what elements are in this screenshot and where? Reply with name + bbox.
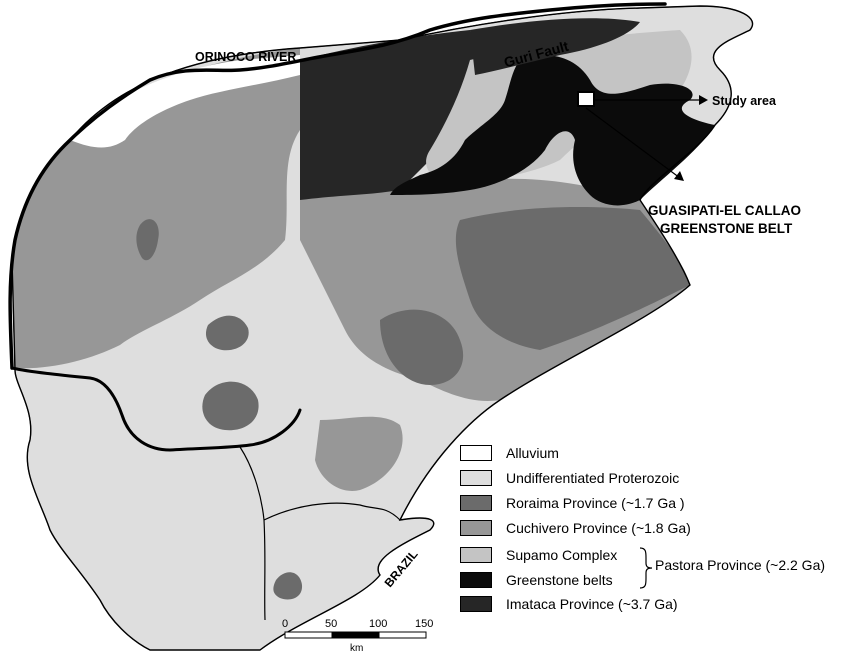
scale-bar-segment	[284, 631, 333, 639]
scale-bar-segment	[331, 631, 380, 639]
scale-unit-label: km	[350, 643, 363, 653]
scale-bar-segment	[378, 631, 427, 639]
legend-item-roraima: Roraima Province (~1.7 Ga )	[460, 493, 685, 513]
cuchivero-south-region	[315, 416, 403, 491]
legend-item-imataca: Imataca Province (~3.7 Ga)	[460, 594, 678, 614]
legend-swatch	[460, 547, 492, 563]
pastora-group-label: Pastora Province (~2.2 Ga)	[655, 557, 826, 573]
roraima-far-south-region	[273, 572, 303, 600]
legend-label: Alluvium	[506, 445, 559, 461]
legend-label: Supamo Complex	[506, 547, 618, 563]
legend-item-greenstone: Greenstone belts	[460, 570, 613, 590]
belt-label-line2: GREENSTONE BELT	[660, 221, 793, 236]
legend-label: Greenstone belts	[506, 572, 613, 588]
belt-label-line1: GUASIPATI-EL CALLAO	[648, 203, 801, 218]
legend-swatch	[460, 445, 492, 461]
scale-tick-label: 50	[325, 618, 337, 630]
river-label: ORINOCO RIVER	[195, 50, 296, 64]
legend-swatch	[460, 572, 492, 588]
legend-item-supamo: Supamo Complex	[460, 545, 617, 565]
study-area-label: Study area	[712, 94, 777, 108]
scale-tick-label: 150	[415, 618, 433, 630]
roraima-mid-region	[205, 315, 249, 351]
belt-arrowhead	[674, 171, 684, 181]
legend-swatch	[460, 470, 492, 486]
legend-label: Undifferentiated Proterozoic	[506, 470, 680, 486]
border-segment	[263, 502, 401, 521]
orinoco-river-line	[8, 2, 667, 370]
legend-item-alluvium: Alluvium	[460, 443, 559, 463]
legend-label: Roraima Province (~1.7 Ga )	[506, 495, 685, 511]
legend-swatch	[460, 520, 492, 536]
roraima-south-region	[202, 381, 259, 431]
study-area-arrowhead	[699, 95, 708, 105]
legend-item-proterozoic: Undifferentiated Proterozoic	[460, 468, 679, 488]
study-area-box	[577, 91, 595, 107]
guri-fault-band	[470, 18, 640, 75]
scale-tick-label: 100	[369, 618, 387, 630]
legend-label: Cuchivero Province (~1.8 Ga)	[506, 520, 691, 536]
pastora-brace	[639, 547, 653, 589]
legend-label: Imataca Province (~3.7 Ga)	[506, 596, 678, 612]
legend-item-cuchivero: Cuchivero Province (~1.8 Ga)	[460, 518, 691, 538]
roraima-center-region	[380, 309, 464, 385]
scale-tick-label: 0	[282, 618, 288, 630]
legend-swatch	[460, 495, 492, 511]
belt-arrow	[585, 107, 681, 179]
roraima-west-region	[136, 219, 159, 261]
scale-bar: 0 50 100 150 km	[282, 618, 433, 653]
alluvium-region	[70, 55, 300, 148]
brazil-border-line	[10, 366, 302, 452]
legend-swatch	[460, 596, 492, 612]
greenstone-belt-region	[390, 55, 715, 206]
map-outline	[11, 5, 754, 651]
roraima-east-region	[455, 207, 690, 350]
border-segment	[239, 446, 266, 621]
